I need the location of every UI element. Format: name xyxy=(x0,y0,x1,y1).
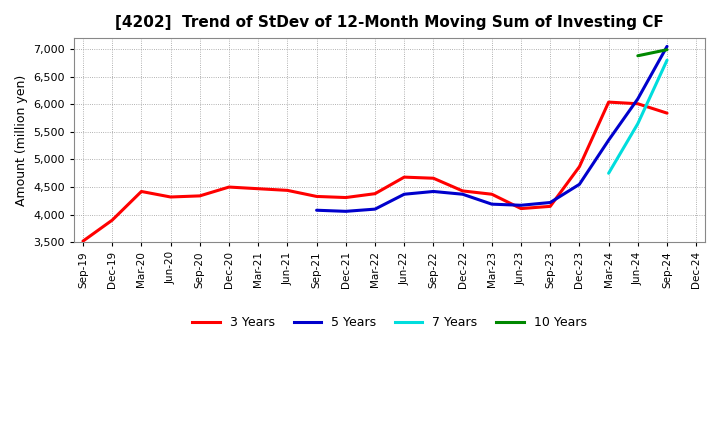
10 Years xyxy=(662,47,671,52)
3 Years xyxy=(195,193,204,198)
5 Years xyxy=(662,44,671,49)
5 Years xyxy=(634,96,642,102)
5 Years xyxy=(400,191,408,197)
3 Years xyxy=(546,204,554,209)
7 Years xyxy=(662,58,671,63)
3 Years xyxy=(283,188,292,193)
3 Years xyxy=(341,195,350,200)
Line: 7 Years: 7 Years xyxy=(608,60,667,173)
3 Years xyxy=(371,191,379,196)
7 Years xyxy=(604,171,613,176)
3 Years xyxy=(312,194,321,199)
3 Years xyxy=(604,99,613,105)
3 Years xyxy=(108,217,117,223)
3 Years xyxy=(254,186,263,191)
3 Years xyxy=(575,164,584,169)
3 Years xyxy=(487,191,496,197)
5 Years xyxy=(312,208,321,213)
3 Years xyxy=(517,206,526,211)
3 Years xyxy=(137,189,145,194)
5 Years xyxy=(487,202,496,207)
5 Years xyxy=(517,203,526,208)
3 Years xyxy=(459,188,467,194)
3 Years xyxy=(225,184,233,190)
5 Years xyxy=(604,138,613,143)
5 Years xyxy=(575,182,584,187)
3 Years xyxy=(634,101,642,106)
3 Years xyxy=(662,110,671,116)
Y-axis label: Amount (million yen): Amount (million yen) xyxy=(15,74,28,206)
Title: [4202]  Trend of StDev of 12-Month Moving Sum of Investing CF: [4202] Trend of StDev of 12-Month Moving… xyxy=(115,15,664,30)
5 Years xyxy=(429,189,438,194)
Line: 3 Years: 3 Years xyxy=(83,102,667,241)
3 Years xyxy=(78,238,87,244)
3 Years xyxy=(166,194,175,200)
Legend: 3 Years, 5 Years, 7 Years, 10 Years: 3 Years, 5 Years, 7 Years, 10 Years xyxy=(187,311,592,334)
5 Years xyxy=(341,209,350,214)
Line: 10 Years: 10 Years xyxy=(638,50,667,56)
Line: 5 Years: 5 Years xyxy=(317,46,667,211)
3 Years xyxy=(429,176,438,181)
5 Years xyxy=(546,200,554,205)
5 Years xyxy=(459,191,467,197)
7 Years xyxy=(634,121,642,126)
5 Years xyxy=(371,206,379,212)
10 Years xyxy=(634,53,642,59)
3 Years xyxy=(400,175,408,180)
